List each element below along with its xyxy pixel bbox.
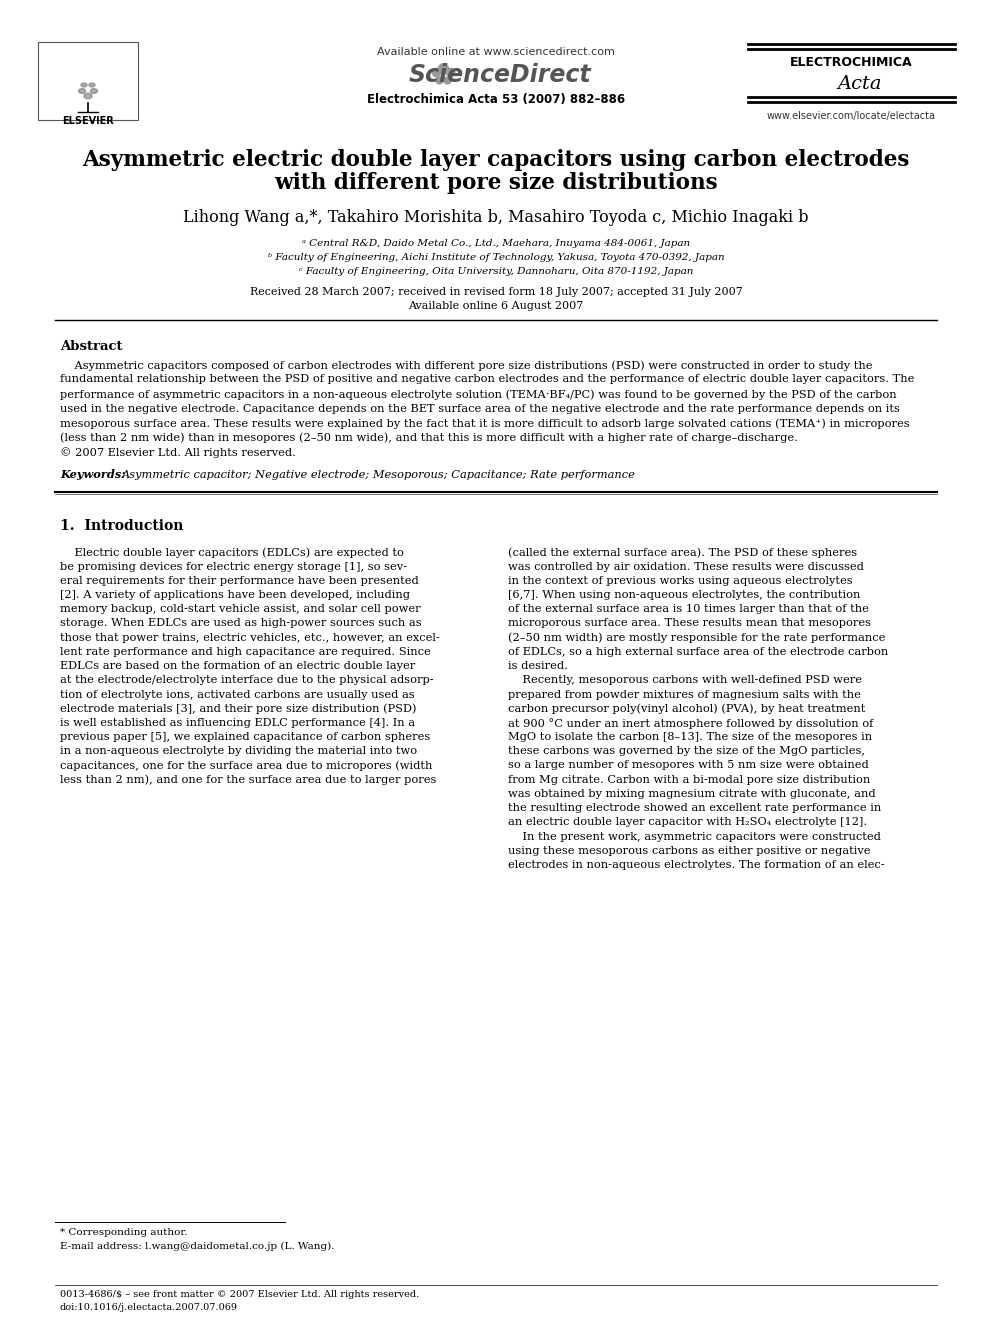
Text: performance of asymmetric capacitors in a non-aqueous electrolyte solution (TEMA: performance of asymmetric capacitors in … (60, 389, 897, 400)
Text: be promising devices for electric energy storage [1], so sev-: be promising devices for electric energy… (60, 562, 407, 572)
Text: those that power trains, electric vehicles, etc., however, an excel-: those that power trains, electric vehicl… (60, 632, 439, 643)
Text: (called the external surface area). The PSD of these spheres: (called the external surface area). The … (508, 548, 857, 558)
Text: microporous surface area. These results mean that mesopores: microporous surface area. These results … (508, 618, 871, 628)
Text: is desired.: is desired. (508, 662, 567, 671)
Text: at the electrode/electrolyte interface due to the physical adsorp-: at the electrode/electrolyte interface d… (60, 675, 434, 685)
Text: Electric double layer capacitors (EDLCs) are expected to: Electric double layer capacitors (EDLCs)… (60, 548, 404, 558)
Text: of the external surface area is 10 times larger than that of the: of the external surface area is 10 times… (508, 605, 869, 614)
Text: memory backup, cold-start vehicle assist, and solar cell power: memory backup, cold-start vehicle assist… (60, 605, 421, 614)
Text: ᵃ Central R&D, Daido Metal Co., Ltd., Maehara, Inuyama 484-0061, Japan: ᵃ Central R&D, Daido Metal Co., Ltd., Ma… (302, 239, 690, 249)
Text: these carbons was governed by the size of the MgO particles,: these carbons was governed by the size o… (508, 746, 865, 757)
Text: ELECTROCHIMICA: ELECTROCHIMICA (790, 57, 913, 70)
Text: [6,7]. When using non-aqueous electrolytes, the contribution: [6,7]. When using non-aqueous electrolyt… (508, 590, 860, 601)
Text: ᵇ Faculty of Engineering, Aichi Institute of Technology, Yakusa, Toyota 470-0392: ᵇ Faculty of Engineering, Aichi Institut… (268, 254, 724, 262)
Text: was obtained by mixing magnesium citrate with gluconate, and: was obtained by mixing magnesium citrate… (508, 789, 876, 799)
Text: In the present work, asymmetric capacitors were constructed: In the present work, asymmetric capacito… (508, 831, 881, 841)
Polygon shape (78, 89, 85, 94)
Text: MgO to isolate the carbon [8–13]. The size of the mesopores in: MgO to isolate the carbon [8–13]. The si… (508, 732, 872, 742)
Text: EDLCs are based on the formation of an electric double layer: EDLCs are based on the formation of an e… (60, 662, 416, 671)
Text: capacitances, one for the surface area due to micropores (width: capacitances, one for the surface area d… (60, 761, 433, 771)
Text: prepared from powder mixtures of magnesium salts with the: prepared from powder mixtures of magnesi… (508, 689, 861, 700)
Text: using these mesoporous carbons as either positive or negative: using these mesoporous carbons as either… (508, 845, 871, 856)
Text: at 900 °C under an inert atmosphere followed by dissolution of: at 900 °C under an inert atmosphere foll… (508, 718, 873, 729)
Text: eral requirements for their performance have been presented: eral requirements for their performance … (60, 576, 419, 586)
Text: Recently, mesoporous carbons with well-defined PSD were: Recently, mesoporous carbons with well-d… (508, 675, 862, 685)
Text: mesoporous surface area. These results were explained by the fact that it is mor: mesoporous surface area. These results w… (60, 418, 910, 429)
Text: with different pore size distributions: with different pore size distributions (274, 172, 718, 194)
Text: Received 28 March 2007; received in revised form 18 July 2007; accepted 31 July : Received 28 March 2007; received in revi… (250, 287, 742, 296)
Text: doi:10.1016/j.electacta.2007.07.069: doi:10.1016/j.electacta.2007.07.069 (60, 1303, 238, 1312)
Polygon shape (89, 83, 95, 87)
Text: www.elsevier.com/locate/electacta: www.elsevier.com/locate/electacta (767, 111, 935, 120)
Text: is well established as influencing EDLC performance [4]. In a: is well established as influencing EDLC … (60, 718, 415, 728)
Text: the resulting electrode showed an excellent rate performance in: the resulting electrode showed an excell… (508, 803, 881, 814)
Text: tion of electrolyte ions, activated carbons are usually used as: tion of electrolyte ions, activated carb… (60, 689, 415, 700)
Text: ScienceDirect: ScienceDirect (409, 64, 591, 87)
Text: Lihong Wang a,*, Takahiro Morishita b, Masahiro Toyoda c, Michio Inagaki b: Lihong Wang a,*, Takahiro Morishita b, M… (184, 209, 808, 225)
Text: in a non-aqueous electrolyte by dividing the material into two: in a non-aqueous electrolyte by dividing… (60, 746, 417, 757)
Polygon shape (90, 89, 97, 94)
Text: 0013-4686/$ – see front matter © 2007 Elsevier Ltd. All rights reserved.: 0013-4686/$ – see front matter © 2007 El… (60, 1290, 420, 1299)
Text: © 2007 Elsevier Ltd. All rights reserved.: © 2007 Elsevier Ltd. All rights reserved… (60, 447, 296, 458)
Text: electrodes in non-aqueous electrolytes. The formation of an elec-: electrodes in non-aqueous electrolytes. … (508, 860, 885, 871)
Text: used in the negative electrode. Capacitance depends on the BET surface area of t: used in the negative electrode. Capacita… (60, 404, 900, 414)
Text: Abstract: Abstract (60, 340, 122, 353)
Text: ᶜ Faculty of Engineering, Oita University, Dannoharu, Oita 870-1192, Japan: ᶜ Faculty of Engineering, Oita Universit… (299, 267, 693, 277)
Text: Asymmetric electric double layer capacitors using carbon electrodes: Asymmetric electric double layer capacit… (82, 149, 910, 171)
Polygon shape (81, 83, 87, 87)
Text: fundamental relationship between the PSD of positive and negative carbon electro: fundamental relationship between the PSD… (60, 374, 915, 385)
Text: electrode materials [3], and their pore size distribution (PSD): electrode materials [3], and their pore … (60, 704, 417, 714)
Text: [2]. A variety of applications have been developed, including: [2]. A variety of applications have been… (60, 590, 410, 601)
Text: storage. When EDLCs are used as high-power sources such as: storage. When EDLCs are used as high-pow… (60, 618, 422, 628)
Text: less than 2 nm), and one for the surface area due to larger pores: less than 2 nm), and one for the surface… (60, 775, 436, 786)
Text: Available online at www.sciencedirect.com: Available online at www.sciencedirect.co… (377, 48, 615, 57)
Text: (2–50 nm width) are mostly responsible for the rate performance: (2–50 nm width) are mostly responsible f… (508, 632, 886, 643)
Text: carbon precursor poly(vinyl alcohol) (PVA), by heat treatment: carbon precursor poly(vinyl alcohol) (PV… (508, 704, 865, 714)
Text: in the context of previous works using aqueous electrolytes: in the context of previous works using a… (508, 576, 853, 586)
Text: an electric double layer capacitor with H₂SO₄ electrolyte [12].: an electric double layer capacitor with … (508, 818, 867, 827)
Text: of EDLCs, so a high external surface area of the electrode carbon: of EDLCs, so a high external surface are… (508, 647, 888, 658)
Text: Electrochimica Acta 53 (2007) 882–886: Electrochimica Acta 53 (2007) 882–886 (367, 94, 625, 106)
Text: so a large number of mesopores with 5 nm size were obtained: so a large number of mesopores with 5 nm… (508, 761, 869, 770)
Text: lent rate performance and high capacitance are required. Since: lent rate performance and high capacitan… (60, 647, 431, 658)
Text: Available online 6 August 2007: Available online 6 August 2007 (409, 302, 583, 311)
Text: Acta: Acta (838, 75, 882, 93)
Text: 1.  Introduction: 1. Introduction (60, 520, 184, 533)
Text: was controlled by air oxidation. These results were discussed: was controlled by air oxidation. These r… (508, 562, 864, 572)
Text: * Corresponding author.: * Corresponding author. (60, 1228, 187, 1237)
Polygon shape (84, 93, 92, 99)
Text: Asymmetric capacitor; Negative electrode; Mesoporous; Capacitance; Rate performa: Asymmetric capacitor; Negative electrode… (122, 470, 636, 479)
Bar (38, 42, 138, 120)
Text: from Mg citrate. Carbon with a bi-modal pore size distribution: from Mg citrate. Carbon with a bi-modal … (508, 775, 870, 785)
Text: E-mail address: l.wang@daidometal.co.jp (L. Wang).: E-mail address: l.wang@daidometal.co.jp … (60, 1242, 334, 1252)
Text: previous paper [5], we explained capacitance of carbon spheres: previous paper [5], we explained capacit… (60, 732, 431, 742)
Text: Asymmetric capacitors composed of carbon electrodes with different pore size dis: Asymmetric capacitors composed of carbon… (60, 360, 873, 370)
Text: ELSEVIER: ELSEVIER (62, 116, 114, 126)
Text: (less than 2 nm wide) than in mesopores (2–50 nm wide), and that this is more di: (less than 2 nm wide) than in mesopores … (60, 433, 798, 443)
Text: Keywords:: Keywords: (60, 470, 126, 480)
